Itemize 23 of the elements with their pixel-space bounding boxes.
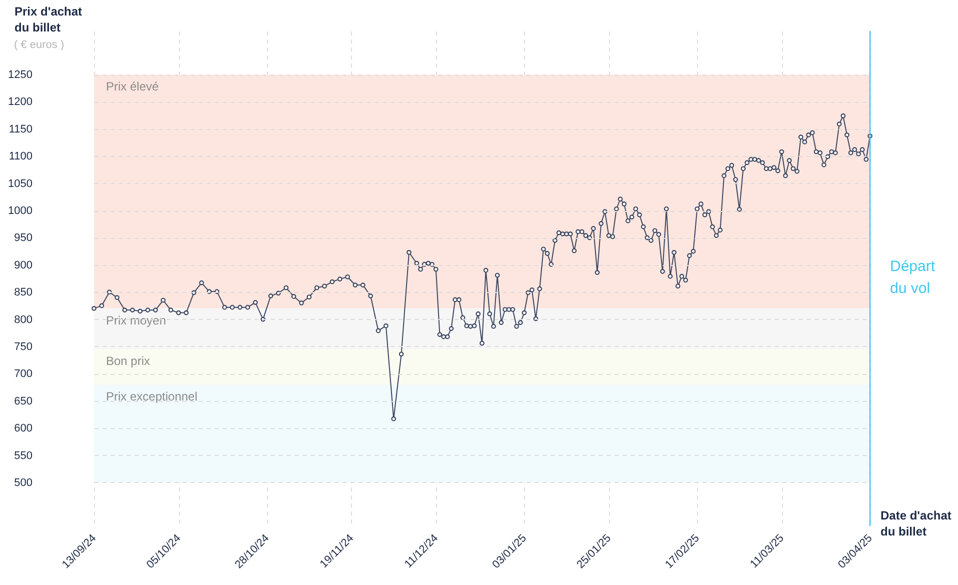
- y-tick-label: 1200: [8, 96, 32, 108]
- y-tick-label: 650: [14, 395, 32, 408]
- ref-line-label: Départ du vol: [890, 258, 936, 297]
- text: ( € euros ): [14, 39, 64, 51]
- y-tick-label: 600: [14, 422, 32, 435]
- y-tick-label: 1250: [8, 69, 32, 82]
- y-tick-label: 1150: [8, 123, 32, 136]
- x-axis-title: Date d'achat du billet: [880, 508, 952, 538]
- band-label: Prix élevé: [106, 80, 160, 94]
- y-tick-label: 1000: [8, 205, 32, 218]
- y-tick-label: 800: [14, 314, 32, 326]
- y-tick-label: 1100: [8, 150, 32, 163]
- y-tick-label: 950: [14, 232, 32, 244]
- y-tick-label: 1050: [8, 178, 32, 190]
- y-tick-label: 700: [14, 368, 32, 380]
- y-tick-label: 550: [14, 450, 32, 462]
- y-axis-title: Prix d'achat du billet: [14, 4, 82, 34]
- y-tick-label: 500: [14, 476, 32, 489]
- band-label: Bon prix: [106, 354, 150, 368]
- y-tick-label: 900: [14, 259, 32, 272]
- y-tick-label: 850: [14, 286, 32, 299]
- y-tick-label: 750: [14, 340, 32, 353]
- band-label: Prix exceptionnel: [106, 390, 198, 404]
